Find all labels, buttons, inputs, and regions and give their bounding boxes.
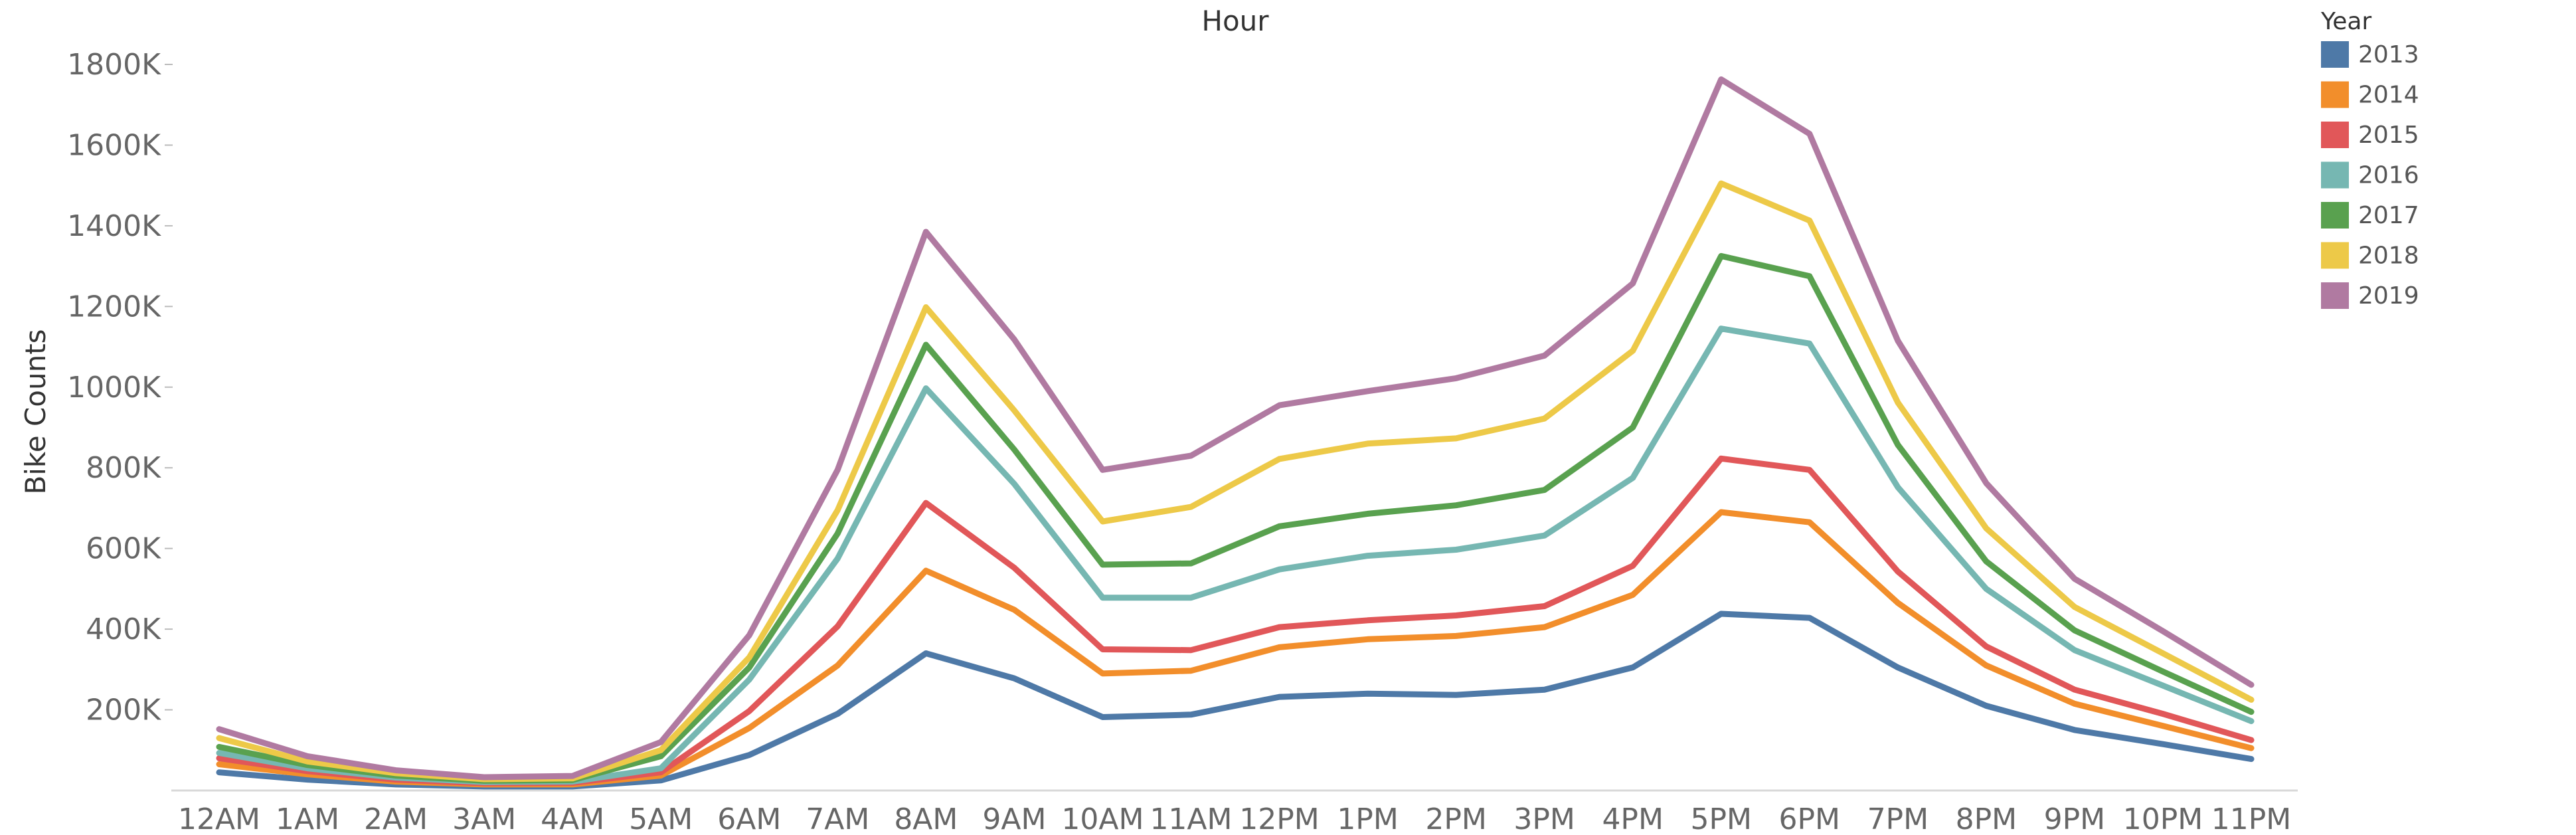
series-line-2017 <box>216 252 2255 784</box>
y-tick-label: 800K <box>86 451 161 485</box>
x-tick-label: 9AM <box>982 802 1046 835</box>
x-tick-label: 4PM <box>1602 802 1664 835</box>
x-tick-label: 12PM <box>1239 802 1319 835</box>
y-tick-label: 400K <box>86 612 161 646</box>
legend-items: 2013 2014 2015 2016 2017 2018 2019 <box>2321 41 2419 310</box>
x-tick-label: 3AM <box>452 802 516 835</box>
x-tick-label: 12AM <box>178 802 260 835</box>
y-tick-label: 1800K <box>67 48 161 82</box>
legend-label-2016: 2016 <box>2358 162 2419 189</box>
series-line-2014 <box>216 509 2255 788</box>
x-tick-label: 6PM <box>1779 802 1841 835</box>
x-tick-label: 7PM <box>1867 802 1929 835</box>
x-tick-label: 3PM <box>1513 802 1575 835</box>
legend-swatch-2013 <box>2321 41 2349 68</box>
y-tick-label: 1600K <box>67 128 161 162</box>
legend-swatch-2015 <box>2321 122 2349 148</box>
x-tick-label: 6AM <box>717 802 781 835</box>
x-tick-label: 4AM <box>541 802 604 835</box>
y-axis: 200K 400K 600K 800K 1000K 1200K 1400K 1600K 1800… <box>67 48 173 727</box>
legend-label-2014: 2014 <box>2358 82 2419 109</box>
legend-label-2013: 2013 <box>2358 41 2419 68</box>
legend-swatch-2017 <box>2321 202 2349 229</box>
legend-swatch-2016 <box>2321 161 2349 189</box>
x-tick-label: 10AM <box>1061 802 1144 835</box>
legend-label-2019: 2019 <box>2358 282 2419 310</box>
x-tick-label: 1PM <box>1337 802 1399 835</box>
x-tick-label: 2PM <box>1425 802 1487 835</box>
x-tick-label: 7AM <box>806 802 869 835</box>
y-tick-label: 1000K <box>67 371 161 405</box>
x-tick-label: 11AM <box>1150 802 1232 835</box>
legend-title: Year <box>2320 8 2371 35</box>
legend-label-2018: 2018 <box>2358 242 2419 270</box>
y-tick-label: 1400K <box>67 209 161 243</box>
legend-swatch-2019 <box>2321 282 2349 309</box>
y-tick-label: 1200K <box>67 290 161 324</box>
x-tick-label: 9PM <box>2044 802 2106 835</box>
x-tick-label: 2AM <box>364 802 428 835</box>
legend-swatch-2018 <box>2321 242 2349 269</box>
x-tick-label: 8PM <box>1956 802 2018 835</box>
series-line-2019 <box>216 76 2255 781</box>
x-tick-label: 1AM <box>276 802 339 835</box>
chart-title: Hour <box>1201 5 1269 37</box>
x-axis: 12AM 1AM 2AM 3AM 4AM 5AM 6AM 7AM 8AM 9AM 10AM 11AM 1… <box>178 802 2291 835</box>
legend: Year 2013 2014 2015 2016 2017 2018 2019 <box>2320 8 2419 310</box>
y-axis-label: Bike Counts <box>19 329 52 494</box>
x-tick-label: 10PM <box>2123 802 2203 835</box>
y-tick-label: 200K <box>86 694 161 727</box>
x-tick-label: 8AM <box>894 802 958 835</box>
legend-swatch-2014 <box>2321 81 2349 108</box>
x-tick-label: 5AM <box>629 802 693 835</box>
x-tick-label: 5PM <box>1690 802 1752 835</box>
plot-area <box>216 76 2255 790</box>
legend-label-2017: 2017 <box>2358 202 2419 229</box>
y-tick-label: 600K <box>86 532 161 566</box>
x-tick-label: 11PM <box>2211 802 2291 835</box>
series-line-2016 <box>216 325 2255 785</box>
legend-label-2015: 2015 <box>2358 122 2419 149</box>
